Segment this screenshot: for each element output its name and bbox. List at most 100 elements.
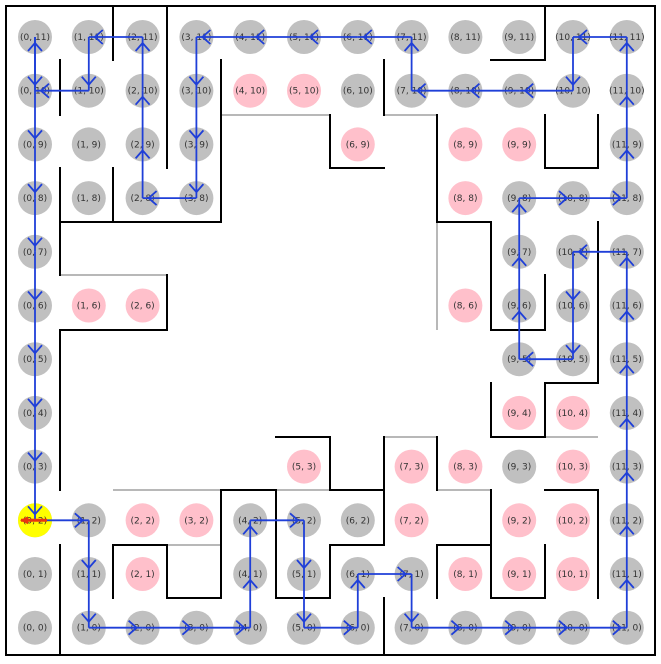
cell-label: (8, 11) <box>450 33 480 43</box>
cell-label: (10, 0) <box>558 624 588 634</box>
cell-circle <box>179 503 214 538</box>
path-direction-chevron <box>134 95 151 106</box>
path-direction-chevron <box>27 505 43 516</box>
cell-label: (9, 3) <box>507 463 531 473</box>
path-direction-chevron <box>619 578 635 589</box>
cell-circle <box>71 288 106 323</box>
cell-circle <box>448 20 483 54</box>
cell-label: (5, 11) <box>289 33 319 43</box>
cell-circle <box>502 20 537 54</box>
cell-circle <box>448 288 483 323</box>
cell-circle <box>556 557 590 591</box>
unvisited-cell: (6, 9) <box>340 127 375 162</box>
cell-label: (4, 11) <box>235 33 265 43</box>
cell-circle <box>448 557 483 591</box>
cell-circle <box>556 449 590 484</box>
unvisited-cell: (2, 1) <box>125 557 160 591</box>
cell-label: (9, 10) <box>504 87 534 97</box>
path-direction-chevron <box>27 452 43 462</box>
path-direction-chevron <box>619 471 635 482</box>
unvisited-cell: (8, 1) <box>448 557 483 591</box>
cell-circle <box>233 73 268 108</box>
path-direction-chevron <box>612 190 623 206</box>
cell-circle <box>556 395 590 430</box>
path-direction-chevron <box>619 41 635 52</box>
cell-label: (6, 11) <box>343 33 373 43</box>
cell-circle <box>394 449 429 484</box>
unvisited-cell: (10, 2) <box>556 503 590 538</box>
cell-label: (9, 11) <box>504 33 534 43</box>
cell-circle <box>125 503 160 538</box>
cell-label: (3, 2) <box>184 516 208 526</box>
cell-circle <box>71 181 106 216</box>
cell-label: (6, 9) <box>346 140 370 150</box>
cell-label: (11, 0) <box>612 624 642 634</box>
cell-label: (9, 9) <box>507 140 531 150</box>
cell-label: (5, 0) <box>292 624 316 634</box>
cell-circle <box>18 610 52 645</box>
cell-label: (11, 8) <box>612 194 642 204</box>
unvisited-cell: (8, 9) <box>448 127 483 162</box>
cell-circle <box>287 73 321 108</box>
cell-label: (6, 2) <box>346 516 370 526</box>
cell-label: (8, 3) <box>453 463 477 473</box>
cell-circle <box>71 127 106 162</box>
cell-label: (1, 10) <box>74 87 104 97</box>
cell-label: (8, 10) <box>450 87 480 97</box>
unvisited-cell: (7, 3) <box>394 449 429 484</box>
path-direction-chevron <box>254 29 265 45</box>
cell-label: (5, 3) <box>292 463 316 473</box>
path-direction-chevron <box>511 256 527 267</box>
cell-circle <box>340 127 375 162</box>
path-direction-chevron <box>523 351 534 367</box>
cell-label: (9, 5) <box>507 355 531 365</box>
path-direction-chevron <box>511 202 527 213</box>
path-direction-chevron <box>577 29 588 45</box>
path-direction-chevron <box>27 129 43 140</box>
unvisited-cell: (9, 2) <box>502 503 537 538</box>
path-direction-chevron <box>27 183 43 194</box>
cell-label: (1, 0) <box>77 624 101 634</box>
visited-cell: (1, 8) <box>71 181 106 216</box>
path-direction-chevron <box>188 76 205 87</box>
cell-label: (9, 4) <box>507 409 531 419</box>
path-direction-chevron <box>242 578 258 589</box>
cell-label: (2, 0) <box>130 624 154 634</box>
visited-cell: (6, 2) <box>340 503 375 538</box>
path-direction-chevron <box>619 310 635 321</box>
path-direction-chevron <box>450 620 461 636</box>
cell-label: (2, 6) <box>130 302 154 312</box>
cell-circle <box>502 449 537 484</box>
path-direction-chevron <box>619 363 635 374</box>
path-direction-chevron <box>565 344 581 355</box>
path-direction-chevron <box>504 620 515 636</box>
cell-label: (10, 1) <box>558 570 588 580</box>
cell-label: (10, 10) <box>555 87 591 97</box>
path-direction-chevron <box>343 620 354 636</box>
cell-circle <box>340 73 375 108</box>
cell-circle <box>502 395 537 430</box>
cell-circle <box>502 503 537 538</box>
cell-label: (10, 8) <box>558 194 588 204</box>
cell-label: (4, 0) <box>238 624 262 634</box>
path-direction-chevron <box>565 290 581 301</box>
cell-label: (8, 1) <box>453 570 477 580</box>
unvisited-cell: (8, 8) <box>448 181 483 216</box>
path-direction-chevron <box>289 512 300 528</box>
cell-label: (10, 3) <box>558 463 588 473</box>
unvisited-cell: (9, 4) <box>502 395 537 430</box>
path-direction-chevron <box>565 76 581 87</box>
path-direction-chevron <box>201 29 211 45</box>
path-direction-chevron <box>558 190 569 206</box>
path-direction-chevron <box>619 524 635 535</box>
cell-label: (9, 1) <box>507 570 531 580</box>
path-direction-chevron <box>93 29 104 45</box>
cell-circle <box>448 449 483 484</box>
visited-cell: (9, 11) <box>502 20 537 54</box>
path-direction-chevron <box>511 310 527 321</box>
cell-circle <box>502 127 537 162</box>
cell-circle <box>556 503 590 538</box>
cell-label: (3, 0) <box>184 624 208 634</box>
cell-label: (10, 2) <box>558 516 588 526</box>
